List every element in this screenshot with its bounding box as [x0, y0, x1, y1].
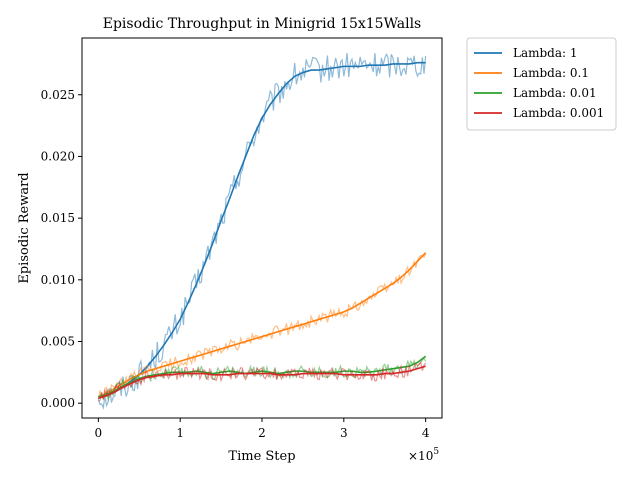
y-axis-label: Episodic Reward — [17, 172, 32, 283]
x-axis-offset-exponent: 5 — [433, 447, 439, 457]
legend-label-3: Lambda: 0.001 — [513, 106, 604, 120]
legend-label-0: Lambda: 1 — [513, 46, 578, 60]
legend: Lambda: 1 Lambda: 0.1 Lambda: 0.01 Lambda: … — [466, 37, 617, 131]
x-tick-label: 1 — [176, 426, 184, 440]
legend-label-2: Lambda: 0.01 — [513, 86, 597, 100]
plot-series — [97, 52, 427, 410]
y-axis-ticks: 0.000 0.005 0.010 0.015 0.020 0.025 — [41, 88, 82, 410]
x-axis-ticks: 0 1 2 3 4 — [95, 418, 430, 440]
x-axis-offset-label: ×105 — [408, 447, 439, 463]
y-tick-label: 0.000 — [41, 396, 75, 410]
legend-label-1: Lambda: 0.1 — [513, 66, 589, 80]
x-tick-label: 2 — [258, 426, 266, 440]
y-tick-label: 0.025 — [41, 88, 75, 102]
x-axis-label: Time Step — [228, 449, 295, 464]
x-axis-offset-base: ×10 — [408, 449, 433, 463]
y-tick-label: 0.020 — [41, 149, 75, 163]
y-tick-label: 0.015 — [41, 211, 75, 225]
series-line-0 — [98, 61, 426, 398]
y-tick-label: 0.005 — [41, 335, 75, 349]
series-line-3 — [98, 365, 426, 400]
x-tick-label: 3 — [340, 426, 348, 440]
x-tick-label: 4 — [422, 426, 430, 440]
chart-title: Episodic Throughput in Minigrid 15x15Wal… — [103, 16, 422, 32]
y-tick-label: 0.010 — [41, 273, 75, 287]
x-tick-label: 0 — [95, 426, 103, 440]
legend-box — [466, 37, 617, 131]
series-line-1 — [98, 252, 427, 398]
